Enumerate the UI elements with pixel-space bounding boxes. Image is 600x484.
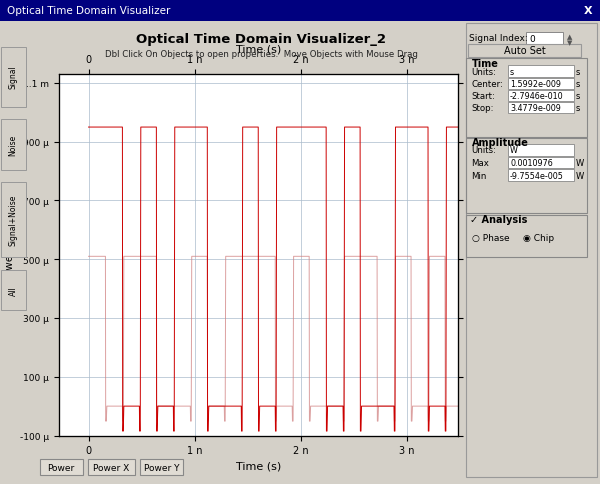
Text: W: W [575,171,584,180]
Text: Power X: Power X [93,463,130,471]
Text: s: s [510,68,514,76]
Text: ▲: ▲ [567,34,572,40]
Text: Units:: Units: [471,146,496,155]
Text: s: s [575,80,580,89]
Text: Dbl Click On Objects to open properties.  Move Objects with Mouse Drag: Dbl Click On Objects to open properties.… [104,50,418,59]
Text: Optical Time Domain Visualizer: Optical Time Domain Visualizer [7,6,170,16]
Text: Max: Max [471,159,489,167]
Text: Optical Time Domain Visualizer_2: Optical Time Domain Visualizer_2 [136,33,386,46]
Text: ▼: ▼ [567,40,572,45]
Text: Stop:: Stop: [471,104,493,113]
Text: 0.0010976: 0.0010976 [510,159,553,167]
Y-axis label: Power (W): Power (W) [4,229,14,282]
Text: W: W [575,159,584,167]
Text: Signal+Noise: Signal+Noise [8,195,18,246]
X-axis label: Time (s): Time (s) [236,45,281,55]
Text: s: s [575,92,580,101]
Text: Noise: Noise [8,135,18,156]
Text: All: All [8,286,18,295]
Text: 1.5992e-009: 1.5992e-009 [510,80,561,89]
Text: Center:: Center: [471,80,503,89]
Text: s: s [575,104,580,113]
Text: Signal: Signal [8,66,18,89]
Text: Amplitude: Amplitude [472,138,529,148]
Text: X: X [584,6,593,16]
Text: ✓ Analysis: ✓ Analysis [470,215,528,225]
Text: Start:: Start: [471,92,495,101]
Text: 0: 0 [529,35,535,44]
Text: Signal Index:: Signal Index: [469,34,528,43]
Text: ○ Phase: ○ Phase [472,234,510,242]
Text: Min: Min [471,171,487,180]
Text: Units:: Units: [471,68,496,76]
Text: W: W [510,146,518,155]
Y-axis label: Frequency (Hz): Frequency (Hz) [487,216,497,294]
Text: ◉ Chip: ◉ Chip [523,234,554,242]
Text: Time: Time [472,59,499,68]
Text: s: s [575,68,580,76]
Text: 3.4779e-009: 3.4779e-009 [510,104,561,113]
Text: -2.7946e-010: -2.7946e-010 [510,92,563,101]
X-axis label: Time (s): Time (s) [236,461,281,471]
Text: -9.7554e-005: -9.7554e-005 [510,171,564,180]
Text: Power: Power [47,463,75,471]
Text: Auto Set: Auto Set [504,46,545,56]
Text: Power Y: Power Y [143,463,179,471]
